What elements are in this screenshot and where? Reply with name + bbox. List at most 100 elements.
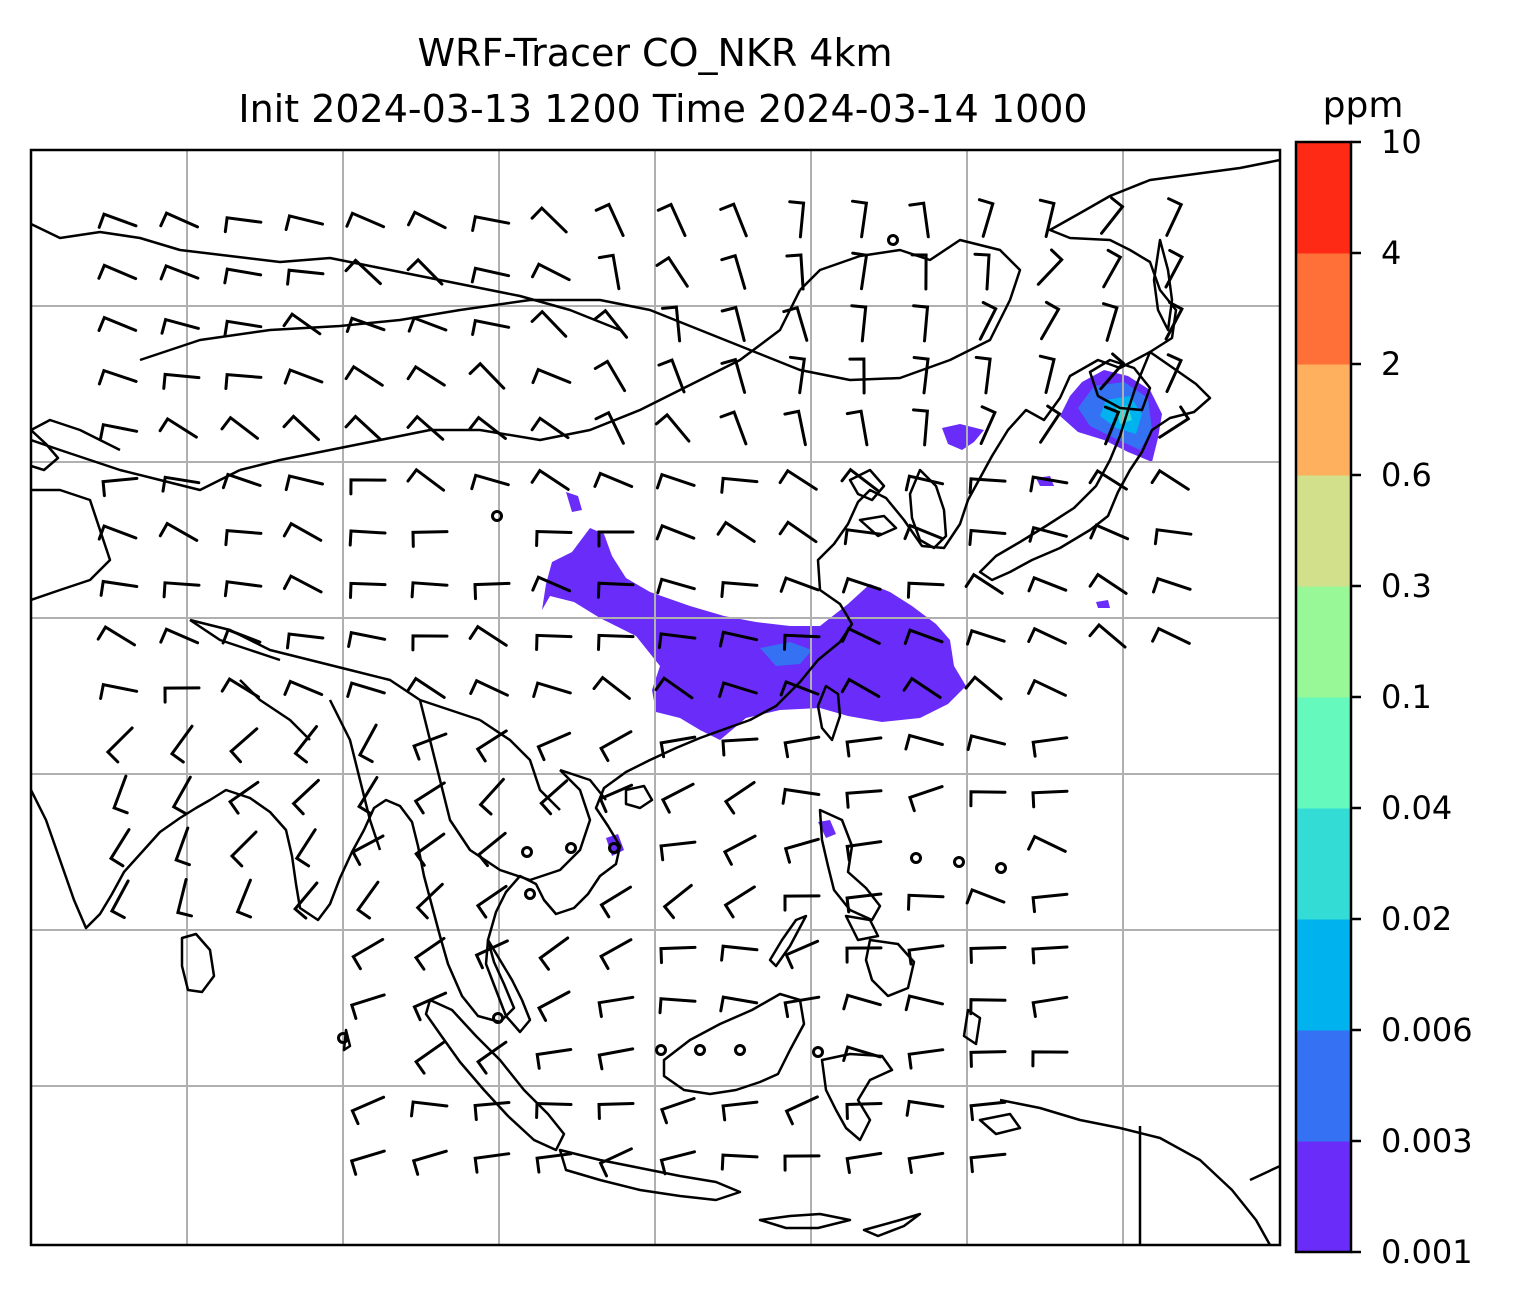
wind-barb xyxy=(656,577,696,595)
wind-barb xyxy=(845,840,883,862)
wind-barb xyxy=(720,305,746,342)
wind-barb xyxy=(223,580,263,598)
wind-barb xyxy=(357,776,379,816)
wind-barb xyxy=(719,410,748,446)
wind-barb xyxy=(719,995,759,1013)
wind-barb xyxy=(292,881,319,920)
wind-barb xyxy=(413,936,446,971)
wind-barb xyxy=(478,777,505,816)
plume-japan-south xyxy=(1096,600,1110,608)
wind-barb xyxy=(471,318,511,336)
wind-barb xyxy=(350,834,385,866)
wind-barb xyxy=(840,677,881,698)
coastline-australia-tip xyxy=(1249,1164,1280,1182)
colorbar-segment xyxy=(1296,697,1351,809)
calm-wind-circle xyxy=(734,1044,746,1056)
coastline-lesser-sunda xyxy=(758,1212,852,1230)
wind-barb xyxy=(969,790,1007,808)
wind-barb xyxy=(229,727,259,764)
wind-barb xyxy=(1088,622,1127,649)
wind-barb xyxy=(411,634,449,652)
wind-barb xyxy=(851,199,869,239)
wind-barb xyxy=(410,1100,449,1118)
wind-barb xyxy=(97,263,138,281)
coastlines xyxy=(31,158,1280,1245)
wind-barb xyxy=(344,258,382,286)
wind-barb xyxy=(662,883,693,920)
wind-barb xyxy=(99,422,139,440)
wind-barb xyxy=(657,358,686,394)
wind-barb xyxy=(654,412,691,443)
wind-barb xyxy=(468,361,506,390)
wind-barb xyxy=(224,528,263,547)
wind-barb xyxy=(531,262,571,282)
wind-barb xyxy=(1029,475,1069,493)
wind-barb xyxy=(716,520,756,543)
wind-barb xyxy=(842,576,882,594)
wind-barb xyxy=(841,626,881,645)
wind-barb xyxy=(903,628,944,645)
wind-barb xyxy=(357,723,378,764)
wind-barb xyxy=(348,529,387,547)
wind-barb xyxy=(845,1102,883,1120)
wind-barb xyxy=(346,681,386,698)
wind-barb xyxy=(350,1095,386,1126)
wind-barb xyxy=(235,878,253,919)
wind-barb xyxy=(112,774,129,815)
wind-barb xyxy=(904,474,945,492)
wind-barb xyxy=(1102,302,1119,342)
wind-barb xyxy=(1027,575,1068,593)
wind-barb xyxy=(783,409,807,447)
wind-barb xyxy=(412,732,448,761)
colorbar-tick-label: 4 xyxy=(1381,234,1401,272)
colorbar-segment xyxy=(1296,919,1351,1031)
wind-barb xyxy=(907,944,945,966)
colorbar-ticks: 0.001 0.003 0.006 0.02 0.04 0.1 0.3 0.6 2 4 10 xyxy=(1351,123,1473,1271)
wind-barb xyxy=(293,725,318,764)
wind-barb xyxy=(720,357,747,394)
plume-east-china-core xyxy=(760,642,812,666)
wind-barb xyxy=(536,731,572,762)
border-india-pakistan xyxy=(31,488,112,602)
wind-barb xyxy=(169,724,194,764)
wind-barb xyxy=(783,894,821,912)
wind-barb xyxy=(530,309,568,338)
wind-barb xyxy=(407,210,447,230)
wind-barb xyxy=(535,529,573,547)
border-nepal xyxy=(189,618,281,662)
wind-barb xyxy=(779,576,820,593)
coastline-sumatra xyxy=(424,998,566,1152)
wind-barb xyxy=(1039,404,1062,444)
wind-barb xyxy=(598,783,634,814)
colorbar-segment xyxy=(1296,142,1351,254)
wind-barb xyxy=(1099,352,1126,391)
wind-barb xyxy=(530,416,570,440)
wind-barb xyxy=(659,1150,696,1176)
wind-barb xyxy=(848,357,866,395)
wind-barb xyxy=(783,735,821,759)
wind-barb xyxy=(349,993,386,1020)
wind-barb xyxy=(349,1149,386,1176)
wind-barb xyxy=(978,301,998,341)
wind-barb xyxy=(720,476,759,494)
calm-wind-circle xyxy=(995,862,1007,874)
wind-barb xyxy=(283,368,324,385)
border-china-south xyxy=(239,289,802,472)
calm-wind-circle xyxy=(953,856,965,868)
wind-barb xyxy=(535,633,573,651)
wind-barb xyxy=(1165,197,1184,237)
colorbar-tick-label: 0.001 xyxy=(1381,1233,1473,1271)
wind-barb xyxy=(406,257,444,286)
wind-barb xyxy=(160,317,200,335)
wind-barb xyxy=(473,581,511,601)
coastline-borneo xyxy=(662,992,806,1096)
wind-barb xyxy=(284,214,324,231)
border-vietnam xyxy=(559,768,607,801)
border-indochina xyxy=(418,699,592,882)
border-china-russia xyxy=(31,222,621,332)
wind-barb xyxy=(598,1147,633,1178)
wind-barb xyxy=(101,476,139,498)
wind-barb xyxy=(531,575,572,593)
wind-barb xyxy=(912,408,930,447)
